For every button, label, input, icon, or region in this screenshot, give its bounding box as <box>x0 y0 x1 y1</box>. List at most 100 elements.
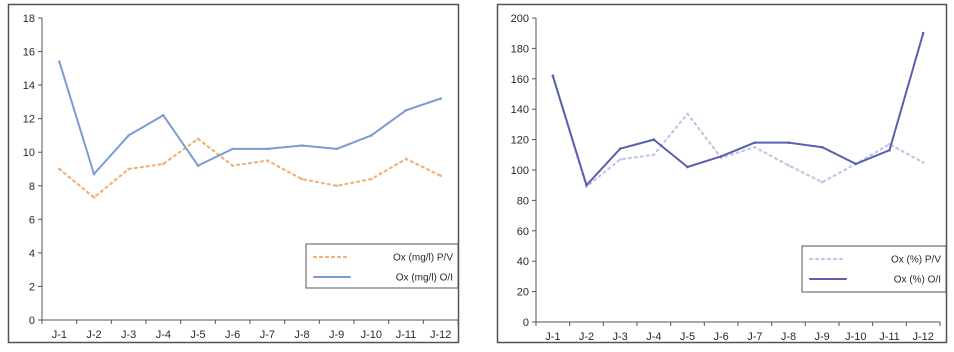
data-point <box>585 183 588 187</box>
y-tick-label: 8 <box>29 181 35 193</box>
x-tick-label: J-11 <box>396 329 417 341</box>
x-tick-label: J-8 <box>294 329 309 341</box>
y-tick-label: 160 <box>511 74 529 86</box>
data-point <box>162 114 165 117</box>
x-tick-label: J-7 <box>260 329 275 341</box>
data-point <box>686 165 689 169</box>
x-tick-label: J-6 <box>225 329 240 341</box>
x-tick-label: J-11 <box>879 331 900 343</box>
y-tick-label: 200 <box>511 13 529 25</box>
data-point <box>888 148 891 152</box>
data-point <box>753 145 757 149</box>
y-tick-label: 0 <box>523 317 529 329</box>
data-point <box>300 144 304 147</box>
data-point <box>370 177 373 181</box>
data-point <box>854 162 858 166</box>
data-point <box>231 147 234 151</box>
x-tick-label: J-8 <box>781 331 796 343</box>
data-point <box>127 167 130 171</box>
series-line-1 <box>58 137 442 199</box>
chart-oxygen-percent: 0 20 40 60 80 100 120 140 160 180 200 J-1 J-2 J-3 J-4 J… <box>496 3 948 344</box>
data-point <box>921 31 925 35</box>
x-tick-label: J-3 <box>613 331 628 343</box>
data-point <box>58 167 61 171</box>
legend-label-1: Ox (%) P/V <box>891 255 941 266</box>
x-tick-label: J-1 <box>52 329 67 341</box>
y-tick-label: 18 <box>23 13 35 25</box>
x-tick-label: J-6 <box>714 331 729 343</box>
data-point <box>58 60 61 63</box>
data-point <box>127 134 130 137</box>
data-point <box>921 161 925 164</box>
data-point <box>652 138 656 141</box>
y-tick-label: 140 <box>511 104 529 116</box>
series-line-2 <box>551 32 925 187</box>
x-tick-label: J-5 <box>190 329 205 341</box>
x-tick-label: J-7 <box>747 331 762 343</box>
y-tick-label: 4 <box>29 248 35 260</box>
data-point <box>404 108 408 112</box>
y-tick-label: 100 <box>511 165 529 177</box>
y-tick-label: 0 <box>29 315 35 327</box>
data-point <box>439 97 442 100</box>
x-tick-label: J-4 <box>646 331 661 343</box>
data-point <box>618 158 622 161</box>
data-point <box>370 134 373 137</box>
legend-label-2: Ox (%) O/I <box>894 275 941 286</box>
x-tick-label: J-12 <box>912 331 933 343</box>
x-tick-label: J-1 <box>545 331 560 343</box>
data-point <box>162 162 165 166</box>
series-line-2 <box>58 60 442 175</box>
data-point <box>787 164 790 167</box>
y-tick-label: 20 <box>517 287 529 299</box>
x-tick-label: J-10 <box>845 331 866 343</box>
legend-box <box>801 245 947 293</box>
y-tick-label: 120 <box>511 135 529 147</box>
data-point <box>300 177 304 181</box>
data-point <box>92 196 96 199</box>
data-point <box>686 112 689 116</box>
data-point <box>787 141 790 144</box>
data-point <box>196 137 200 141</box>
data-point <box>618 147 622 151</box>
legend-box <box>305 243 459 289</box>
chart-oxygen-mgl: 0 2 4 6 8 10 12 14 16 18 J-1 J-2 J-3 J-4 J-5 J-6 J-7 J-8 J… <box>7 3 460 344</box>
y-tick-label: 14 <box>23 80 35 92</box>
y-tick-label: 16 <box>23 47 35 59</box>
data-point <box>820 180 824 184</box>
data-point <box>404 157 408 161</box>
y-tick-label: 180 <box>511 43 529 55</box>
data-point <box>92 172 96 176</box>
y-tick-label: 12 <box>23 114 35 126</box>
data-point <box>196 164 200 167</box>
x-tick-label: J-3 <box>121 329 136 341</box>
data-point <box>551 74 555 78</box>
x-tick-label: J-4 <box>156 329 171 341</box>
data-point <box>266 159 269 162</box>
y-tick-label: 40 <box>517 256 529 268</box>
x-tick-label: J-5 <box>680 331 695 343</box>
chart-panel-oxygen-mgl: 0 2 4 6 8 10 12 14 16 18 J-1 J-2 J-3 J-4 J-5 J-6 J-7 J-8 J… <box>0 0 466 352</box>
x-tick-label: J-12 <box>430 329 451 341</box>
y-tick-label: 80 <box>517 195 529 207</box>
data-point <box>231 164 234 167</box>
legend-label-1: Ox (mg/l) P/V <box>393 253 453 264</box>
data-point <box>753 141 757 144</box>
data-point <box>719 155 723 158</box>
x-tick-label: J-9 <box>329 329 344 341</box>
x-tick-label: J-9 <box>815 331 830 343</box>
data-point <box>335 184 338 188</box>
x-tick-label: J-2 <box>579 331 594 343</box>
chart-panel-oxygen-percent: 0 20 40 60 80 100 120 140 160 180 200 J-1 J-2 J-3 J-4 J… <box>490 0 954 352</box>
data-point <box>335 147 338 151</box>
data-point <box>820 145 824 149</box>
x-tick-label: J-2 <box>86 329 101 341</box>
x-tick-label: J-10 <box>361 329 382 341</box>
chart-frame <box>7 3 460 344</box>
legend-label-2: Ox (mg/l) O/I <box>396 273 453 284</box>
y-tick-label: 6 <box>29 214 35 226</box>
data-point <box>652 153 656 157</box>
data-point <box>266 147 269 151</box>
data-point <box>439 174 442 178</box>
y-tick-label: 60 <box>517 226 529 238</box>
